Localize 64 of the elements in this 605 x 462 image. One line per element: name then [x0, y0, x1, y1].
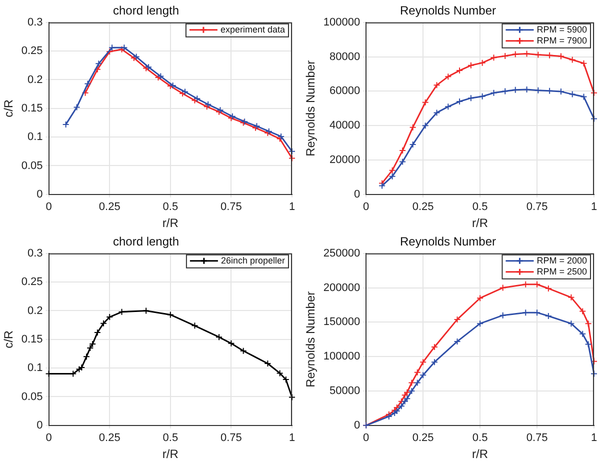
x-tick-label: 0 [46, 432, 52, 444]
x-axis-title: r/R [472, 216, 488, 230]
y-axis-title: c/R [2, 99, 16, 118]
x-tick-label: 0.75 [220, 432, 242, 444]
y-tick-label: 0.1 [28, 131, 43, 144]
y-tick-label: 0.15 [21, 102, 43, 114]
chart-title: Reynolds Number [400, 4, 496, 18]
x-axis-title: r/R [472, 447, 488, 462]
x-tick-label: 0.75 [526, 432, 548, 444]
chart-title: chord length [112, 234, 180, 249]
y-tick-label: 100000 [323, 350, 360, 363]
y-tick-label: 0.2 [28, 304, 43, 317]
y-tick-label: 0.05 [21, 160, 43, 172]
y-axis-title: c/R [2, 330, 16, 348]
y-tick-label: 0.3 [28, 16, 43, 28]
x-axis-title: r/R [162, 447, 179, 462]
x-tick-label: 0 [363, 432, 370, 444]
y-tick-label: 80000 [330, 50, 360, 63]
x-tick-label: 1 [288, 201, 296, 214]
x-axis-title: r/R [162, 216, 179, 230]
x-tick-label: 0.25 [98, 201, 120, 214]
x-tick-label: 0 [363, 201, 370, 214]
x-tick-label: 0.25 [412, 432, 434, 444]
x-tick-label: 0.5 [162, 432, 178, 444]
chart-title: Reynolds Number [400, 234, 496, 249]
y-tick-label: 0.1 [28, 362, 43, 374]
legend-label: RPM = 2000 [536, 255, 588, 266]
y-tick-label: 0 [36, 188, 43, 200]
y-tick-label: 0.25 [21, 276, 43, 288]
chart-title: chord length [112, 4, 180, 18]
y-tick-label: 0 [354, 419, 360, 432]
y-tick-label: 100000 [323, 16, 360, 28]
y-tick-label: 250000 [323, 247, 360, 260]
y-tick-label: 0.25 [21, 45, 43, 58]
y-tick-label: 150000 [323, 316, 360, 328]
x-tick-label: 1 [590, 201, 598, 214]
x-tick-label: 0.75 [220, 201, 242, 214]
y-tick-label: 0.2 [28, 74, 43, 86]
y-tick-label: 40000 [330, 120, 360, 132]
y-tick-label: 60000 [330, 85, 360, 98]
legend-label: experiment data [220, 24, 286, 34]
x-tick-label: 0.25 [412, 201, 434, 214]
y-tick-label: 20000 [330, 154, 360, 166]
y-tick-label: 0 [36, 419, 43, 432]
x-tick-label: 0.75 [526, 201, 548, 214]
x-tick-label: 1 [590, 432, 598, 444]
x-tick-label: 0.5 [472, 432, 488, 444]
x-tick-label: 0.5 [472, 201, 488, 214]
x-tick-label: 0 [46, 201, 52, 214]
y-tick-label: 50000 [330, 385, 360, 398]
legend-label: RPM = 7900 [536, 35, 588, 46]
x-tick-label: 0.25 [98, 432, 120, 444]
legend-label: RPM = 2500 [536, 266, 588, 276]
y-tick-label: 200000 [323, 282, 360, 294]
y-tick-label: 0 [354, 188, 360, 200]
y-tick-label: 0.05 [21, 390, 43, 403]
y-axis-title: Reynolds Number [304, 291, 318, 388]
legend-label: RPM = 5900 [536, 24, 588, 34]
legend-label: 26inch propeller [220, 255, 286, 266]
y-tick-label: 0.3 [28, 247, 43, 260]
y-tick-label: 0.15 [21, 333, 43, 346]
y-axis-title: Reynolds Number [304, 60, 318, 156]
x-tick-label: 1 [288, 432, 296, 444]
x-tick-label: 0.5 [162, 201, 178, 214]
